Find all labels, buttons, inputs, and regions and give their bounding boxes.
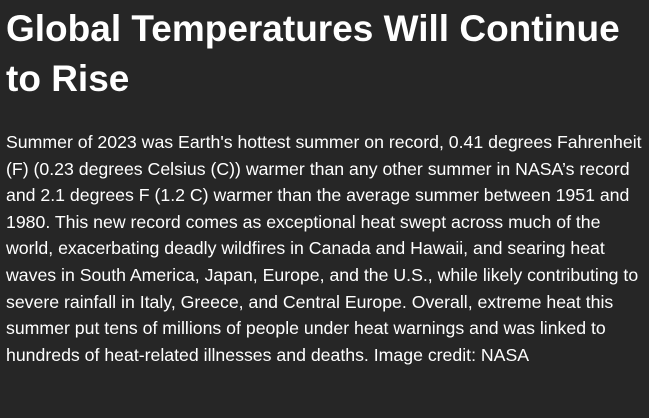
article-headline: Global Temperatures Will Continue to Ris… <box>6 8 620 99</box>
article-body: Summer of 2023 was Earth's hottest summe… <box>6 132 642 365</box>
